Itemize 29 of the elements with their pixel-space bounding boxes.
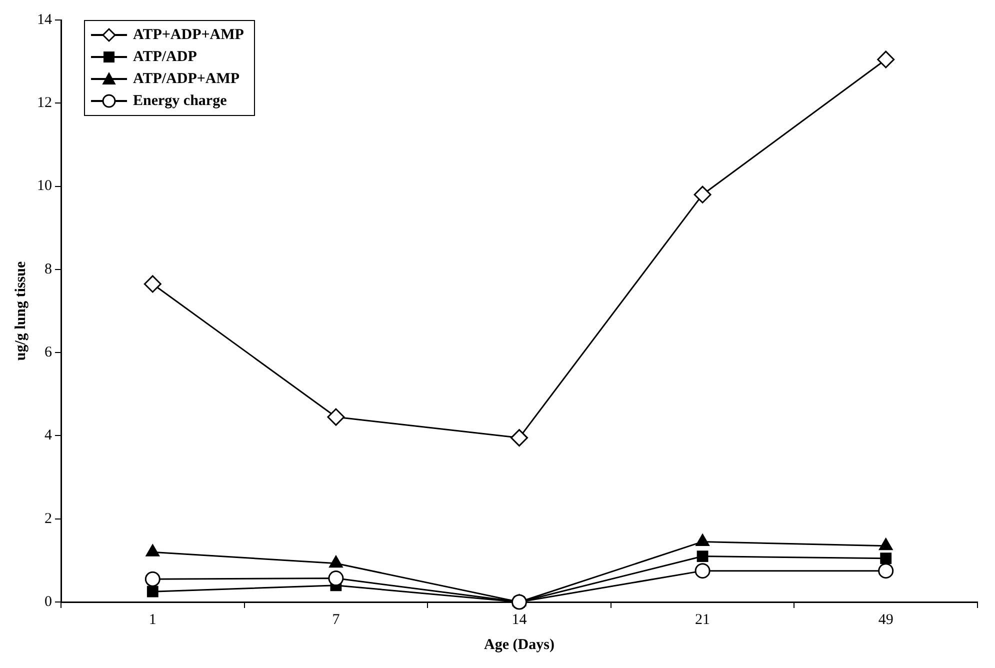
x-tick-label: 21 (695, 612, 710, 628)
legend-label: Energy charge (133, 92, 227, 110)
x-tick-label: 49 (878, 612, 894, 628)
point (144, 275, 162, 293)
point (327, 408, 345, 426)
y-tick-label: 14 (37, 12, 52, 28)
y-tick-label: 10 (37, 178, 52, 194)
x-tick-label: 1 (148, 612, 156, 628)
point (880, 552, 892, 564)
x-axis-title: Age (Days) (484, 636, 554, 653)
y-axis-title: ug/g lung tissue (12, 261, 29, 361)
point (696, 550, 708, 562)
x-tick-label: 7 (332, 612, 340, 628)
x-tick-label: 14 (512, 612, 528, 628)
legend-label: ATP+ADP+AMP (133, 26, 244, 44)
point (694, 563, 710, 579)
y-tick-label: 12 (37, 95, 52, 112)
point (328, 570, 344, 586)
y-tick-label: 8 (44, 261, 52, 278)
point (694, 186, 712, 204)
point (146, 586, 158, 598)
y-tick-label: 4 (44, 428, 52, 444)
legend-label: ATP/ADP (133, 48, 197, 66)
point (877, 50, 895, 68)
legend-label: ATP/ADP+AMP (133, 70, 240, 88)
y-tick-label: 6 (44, 344, 52, 361)
y-tick-label: 0 (44, 594, 52, 610)
point (510, 429, 528, 447)
y-tick-label: 2 (44, 510, 52, 527)
